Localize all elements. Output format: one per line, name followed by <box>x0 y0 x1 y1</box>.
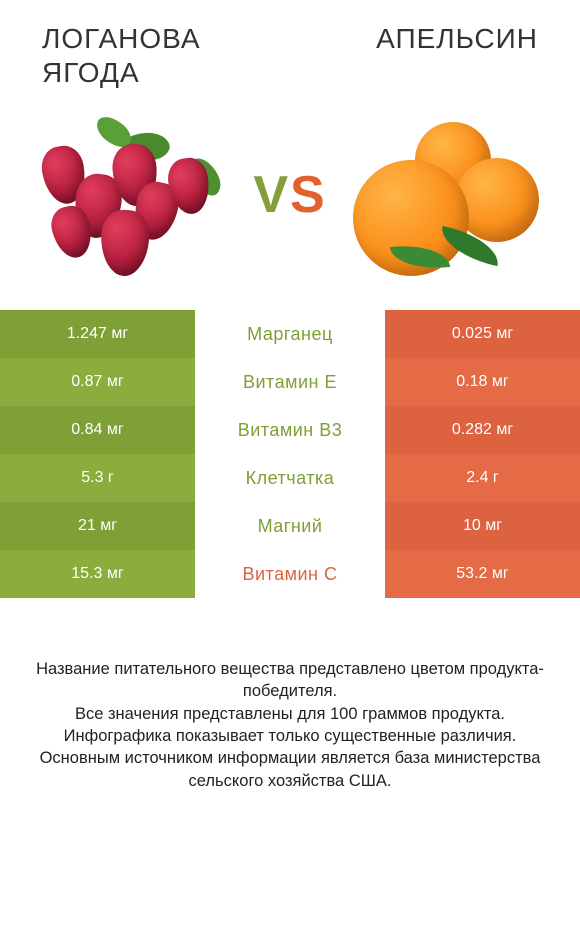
product-right-title: АПЕЛЬСИН <box>290 22 538 56</box>
product-right-image <box>340 107 550 282</box>
table-row: 1.247 мгМарганец0.025 мг <box>0 310 580 358</box>
nutrient-label: Витамин C <box>195 550 385 598</box>
value-right: 0.282 мг <box>385 406 580 454</box>
table-row: 0.84 мгВитамин B30.282 мг <box>0 406 580 454</box>
value-left: 0.87 мг <box>0 358 195 406</box>
nutrient-label: Клетчатка <box>195 454 385 502</box>
table-row: 15.3 мгВитамин C53.2 мг <box>0 550 580 598</box>
header: ЛОГАНОВА ЯГОДА АПЕЛЬСИН <box>0 0 580 89</box>
value-right: 10 мг <box>385 502 580 550</box>
product-left-title: ЛОГАНОВА ЯГОДА <box>42 22 290 89</box>
footer-line: Название питательного вещества представл… <box>24 658 556 703</box>
table-row: 21 мгМагний10 мг <box>0 502 580 550</box>
footer: Название питательного вещества представл… <box>0 598 580 792</box>
nutrient-label: Магний <box>195 502 385 550</box>
footer-line: Основным источником информации является … <box>24 747 556 792</box>
product-left-image <box>30 107 240 282</box>
footer-line: Инфографика показывает только существенн… <box>24 725 556 747</box>
value-left: 21 мг <box>0 502 195 550</box>
table-row: 0.87 мгВитамин E0.18 мг <box>0 358 580 406</box>
value-left: 1.247 мг <box>0 310 195 358</box>
value-right: 0.18 мг <box>385 358 580 406</box>
vs-v: V <box>253 166 290 224</box>
nutrient-label: Витамин E <box>195 358 385 406</box>
vs-label: VS <box>253 165 326 225</box>
nutrient-label: Витамин B3 <box>195 406 385 454</box>
images-row: VS <box>0 89 580 310</box>
value-left: 0.84 мг <box>0 406 195 454</box>
value-right: 0.025 мг <box>385 310 580 358</box>
value-left: 15.3 мг <box>0 550 195 598</box>
value-left: 5.3 г <box>0 454 195 502</box>
value-right: 53.2 мг <box>385 550 580 598</box>
table-row: 5.3 гКлетчатка2.4 г <box>0 454 580 502</box>
nutrient-label: Марганец <box>195 310 385 358</box>
footer-line: Все значения представлены для 100 граммо… <box>24 703 556 725</box>
nutrient-table: 1.247 мгМарганец0.025 мг0.87 мгВитамин E… <box>0 310 580 598</box>
vs-s: S <box>290 166 327 224</box>
value-right: 2.4 г <box>385 454 580 502</box>
